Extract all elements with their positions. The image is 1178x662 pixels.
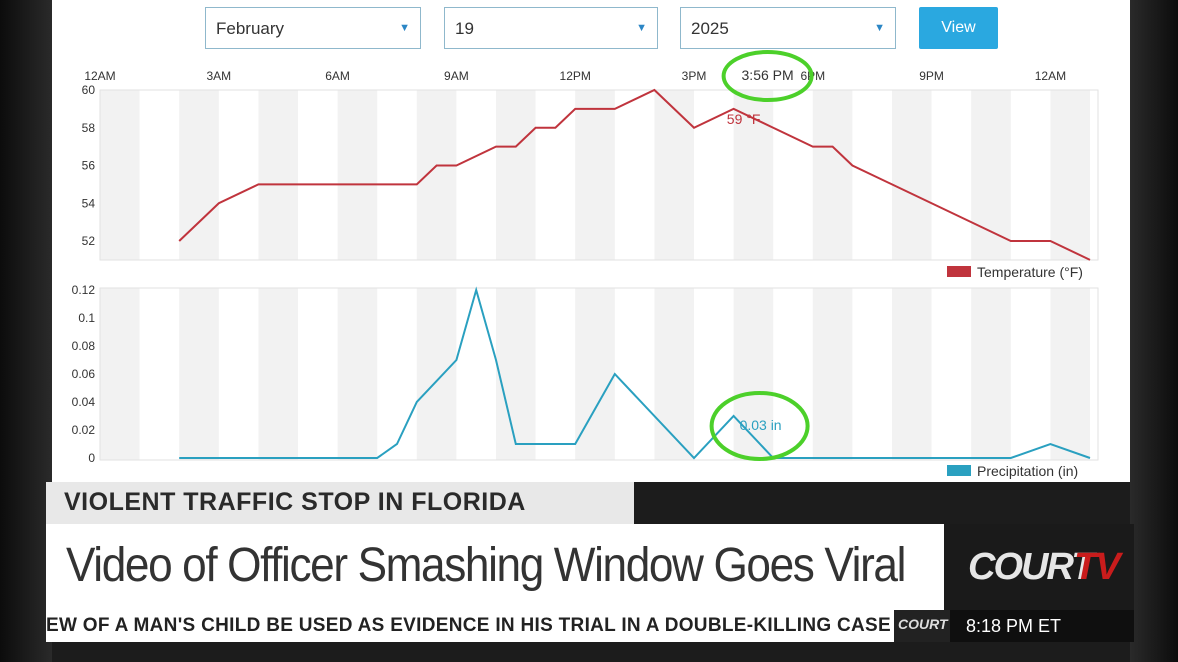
grid-band [416, 288, 457, 460]
precipitation-legend-swatch [947, 465, 971, 476]
time-tick-label: 9PM [919, 69, 944, 83]
grid-band [1050, 288, 1090, 460]
precip-y-tick: 0.06 [72, 367, 96, 381]
logo-court-text: COURT [968, 546, 1094, 588]
grid-band [258, 288, 298, 460]
time-tick-label: 9AM [444, 69, 469, 83]
grid-band [179, 90, 219, 260]
temperature-legend-swatch [947, 266, 971, 277]
headline-banner: Video of Officer Smashing Window Goes Vi… [46, 524, 944, 610]
headline-text: Video of Officer Smashing Window Goes Vi… [66, 539, 906, 592]
grid-band [416, 90, 457, 260]
day-select[interactable]: 19 ▼ [444, 7, 658, 49]
temp-y-tick: 52 [82, 234, 96, 248]
temperature-line [178, 88, 1091, 261]
month-value: February [216, 19, 285, 38]
grid-band [575, 90, 615, 260]
year-value: 2025 [691, 19, 729, 38]
temp-y-tick: 58 [82, 121, 96, 135]
network-logo: COURT TV [950, 524, 1134, 610]
grid-band [496, 288, 536, 460]
clock-text: 8:18 PM ET [966, 616, 1062, 636]
grid-band [892, 90, 932, 260]
time-tick-label: 3PM [682, 69, 707, 83]
precip-y-tick: 0.12 [72, 283, 96, 297]
grid-band [971, 90, 1011, 260]
grid-band [100, 90, 140, 260]
ticker-logo-text: COURT [898, 616, 948, 632]
temp-y-tick: 54 [82, 196, 96, 210]
temp-y-tick: 60 [82, 83, 96, 97]
grid-band [1050, 90, 1090, 260]
clock: 8:18 PM ET [950, 610, 1134, 642]
grid-band [892, 288, 932, 460]
temp-plot-border [99, 89, 1099, 261]
grid-band [258, 90, 298, 260]
grid-band [971, 288, 1011, 460]
precip-y-tick: 0.1 [78, 311, 95, 325]
weather-history-screen: February ▼ 19 ▼ 2025 ▼ View 12AM 3AM 6AM 9A… [52, 0, 1130, 482]
precipitation-line [179, 286, 1091, 460]
highlight-circle-time [721, 50, 814, 102]
day-value: 19 [455, 19, 474, 38]
time-tick-label: 12AM [1035, 69, 1066, 83]
time-tick-label: 3AM [206, 69, 231, 83]
time-tick-label: 12PM [560, 69, 591, 83]
logo-tv-text: TV [1074, 546, 1121, 588]
grid-band [654, 90, 694, 260]
weather-charts: 12AM 3AM 6AM 9AM 12PM 3PM 6PM 9PM 12AM 525456586… [72, 50, 1099, 479]
time-tick-label: 6AM [325, 69, 350, 83]
grid-band [733, 288, 774, 460]
precip-plot-border [99, 287, 1099, 461]
temp-y-tick: 56 [82, 159, 96, 173]
month-select[interactable]: February ▼ [205, 7, 421, 49]
grid-band [812, 90, 853, 260]
left-background [0, 0, 52, 662]
chevron-down-icon: ▼ [399, 22, 410, 34]
ticker-text: EW OF A MAN'S CHILD BE USED AS EVIDENCE … [46, 615, 891, 636]
chevron-down-icon: ▼ [874, 22, 885, 34]
precipitation-legend-label: Precipitation (in) [977, 463, 1078, 479]
year-select[interactable]: 2025 ▼ [680, 7, 896, 49]
ticker-logo: COURT [894, 610, 950, 642]
hover-time-label: 3:56 PM [742, 67, 794, 83]
temperature-tooltip: 59 °F [727, 111, 761, 127]
temperature-legend-label: Temperature (°F) [977, 264, 1083, 280]
precip-y-tick: 0.02 [72, 423, 96, 437]
grid-band [337, 288, 378, 460]
precipitation-tooltip: 0.03 in [740, 417, 782, 433]
time-tick-label: 12AM [84, 69, 115, 83]
right-background [1130, 0, 1178, 662]
precip-y-tick: 0.08 [72, 339, 96, 353]
grid-band [812, 288, 853, 460]
chevron-down-icon: ▼ [636, 22, 647, 34]
story-tag-text: VIOLENT TRAFFIC STOP IN FLORIDA [64, 488, 526, 516]
view-button[interactable]: View [919, 7, 998, 49]
grid-band [496, 90, 536, 260]
grid-band [100, 288, 140, 460]
grid-band [337, 90, 378, 260]
grid-band [179, 288, 219, 460]
grid-band [654, 288, 694, 460]
precip-y-tick: 0.04 [72, 395, 96, 409]
highlight-circle-precip [709, 391, 810, 461]
news-ticker: EW OF A MAN'S CHILD BE USED AS EVIDENCE … [46, 610, 936, 642]
story-tag: VIOLENT TRAFFIC STOP IN FLORIDA [46, 482, 634, 524]
precip-y-tick: 0 [88, 451, 95, 465]
